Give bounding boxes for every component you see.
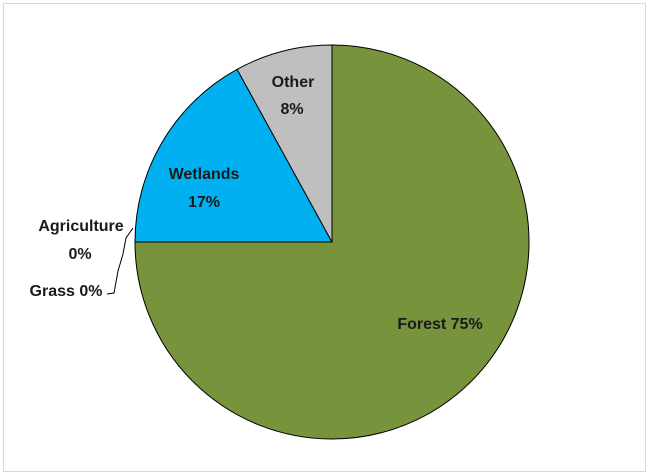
pie-slice-forest (134, 44, 530, 440)
agriculture-label-name: Agriculture (38, 218, 123, 235)
forest-label: Forest 75% (397, 316, 482, 333)
grass-leader-line (106, 227, 134, 295)
wetlands-label-name: Wetlands (169, 166, 240, 183)
other-label-name: Other (272, 74, 315, 91)
grass-label: Grass 0% (30, 283, 103, 300)
pie-slice-wetlands (134, 68, 333, 243)
pie-slices (134, 44, 530, 440)
agriculture-label-percent: 0% (68, 246, 91, 263)
pie-slice-other (236, 44, 333, 243)
other-label-percent: 8% (280, 101, 303, 118)
wetlands-label-percent: 17% (188, 194, 220, 211)
